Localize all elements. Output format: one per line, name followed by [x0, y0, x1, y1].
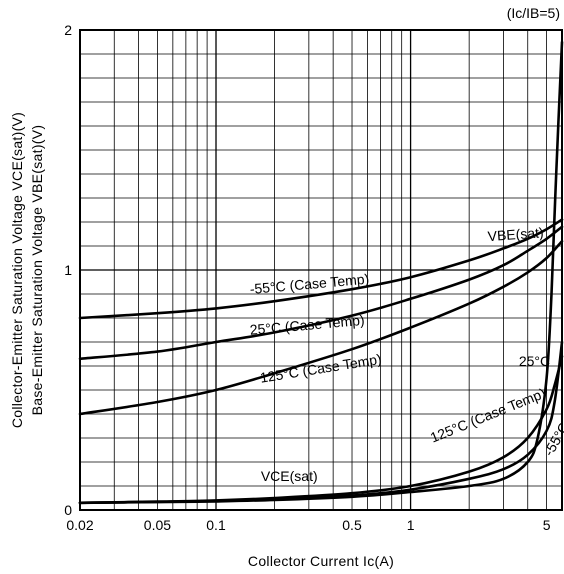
condition-label: (Ic/IB=5) — [507, 5, 560, 21]
y-axis-title-vce: Collector-Emitter Saturation Voltage VCE… — [9, 112, 25, 428]
grid — [80, 30, 562, 510]
series-line-5 — [78, 40, 564, 505]
plot-frame — [79, 29, 563, 511]
curve-label: 125°C (Case Temp) — [259, 351, 383, 386]
tick-labels: 0.02 0.05 0.1 0.5 1 5 0 1 2 — [64, 22, 550, 533]
x-tick-label: 1 — [407, 517, 415, 533]
series-line-0 — [78, 218, 564, 320]
curve-label: VCE(sat) — [261, 468, 318, 484]
x-tick-label: 0.5 — [342, 517, 362, 533]
x-tick-label: 0.1 — [206, 517, 226, 533]
curve-label: 25°C — [519, 353, 550, 369]
curve-label: -55°C — [540, 420, 564, 459]
curve-labels: VBE(sat)-55°C (Case Temp)25°C (Case Temp… — [249, 224, 564, 484]
y-tick-label: 2 — [64, 22, 72, 38]
curve-label: 25°C (Case Temp) — [249, 312, 365, 338]
series-line-1 — [78, 225, 564, 361]
x-tick-label: 5 — [543, 517, 551, 533]
curves — [78, 40, 564, 505]
series-line-3 — [78, 355, 564, 505]
y-axis-title-vbe: Base-Emitter Saturation Voltage VBE(sat)… — [29, 125, 45, 416]
y-tick-label: 1 — [64, 262, 72, 278]
x-tick-label: 0.05 — [144, 517, 171, 533]
y-tick-label: 0 — [64, 502, 72, 518]
curve-label: VBE(sat) — [487, 224, 544, 244]
x-axis-title: Collector Current Ic(A) — [248, 553, 394, 569]
series-line-2 — [78, 239, 564, 416]
x-tick-label: 0.02 — [66, 517, 93, 533]
